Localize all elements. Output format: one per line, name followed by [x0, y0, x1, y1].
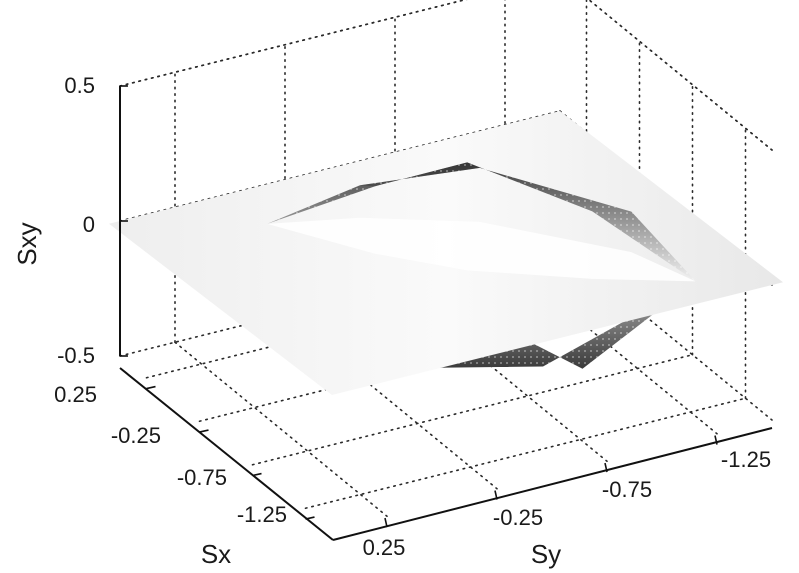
- zero-plane-band: [267, 217, 696, 282]
- floor-grid-line: [174, 341, 388, 518]
- tick-mark: [494, 490, 498, 500]
- floor-grid-line: [251, 353, 694, 466]
- x-tick-label: -1.25: [237, 502, 287, 527]
- box-edge: [119, 0, 468, 87]
- surface: [109, 111, 783, 395]
- x-tick-label: 0.25: [54, 382, 97, 407]
- y-axis-line: [332, 427, 773, 541]
- x-axis-line: [119, 367, 334, 541]
- z-tick-label: 0.5: [64, 73, 95, 98]
- axes: [119, 85, 773, 541]
- y-tick-label: 0.25: [363, 535, 406, 560]
- y-tick-label: -0.25: [493, 505, 543, 530]
- tick-mark: [714, 435, 718, 445]
- tick-labels: 0.5 0 -0.5 0.25 -0.25 -0.75 -1.25 0.25 -…: [54, 73, 771, 560]
- tick-mark: [199, 429, 209, 433]
- y-tick-label: -1.25: [721, 447, 771, 472]
- upper-surface-texture: [267, 162, 696, 282]
- box-edge: [587, 0, 773, 151]
- x-axis-label: Sx: [201, 539, 231, 569]
- z-tick-label: 0: [83, 212, 95, 237]
- axis-labels: Sxy Sx Sy: [12, 222, 561, 569]
- wall-grid-line: [587, 0, 773, 151]
- z-tick-label: -0.5: [57, 343, 95, 368]
- tick-mark: [384, 517, 388, 528]
- tick-mark: [305, 516, 315, 520]
- z-axis-label: Sxy: [12, 222, 42, 265]
- y-tick-label: -0.75: [602, 477, 652, 502]
- tick-mark: [604, 462, 608, 473]
- wall-grid-line: [119, 0, 468, 87]
- tick-mark: [146, 385, 156, 390]
- wall-grid-line: [119, 110, 561, 222]
- tick-mark: [252, 472, 262, 477]
- x-tick-label: -0.25: [111, 423, 161, 448]
- x-tick-label: -0.75: [177, 465, 227, 490]
- y-axis-label: Sy: [531, 539, 561, 569]
- floor-grid-line: [304, 397, 747, 510]
